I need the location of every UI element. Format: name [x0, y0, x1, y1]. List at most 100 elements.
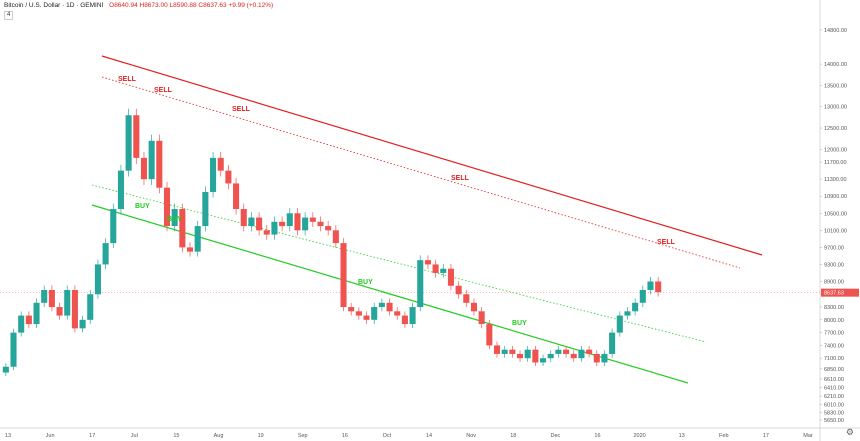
time-tick-label: 18 — [510, 433, 516, 439]
candle-body — [171, 209, 178, 227]
candle-body — [563, 349, 570, 354]
sell-annotation: SELL — [232, 106, 251, 113]
sell-annotation: SELL — [118, 76, 137, 83]
candle-body — [455, 285, 462, 295]
time-tick-label: 19 — [258, 433, 264, 439]
candle-body — [286, 213, 293, 227]
candle-body — [616, 315, 623, 333]
time-tick-label: 15 — [173, 433, 179, 439]
time-tick-label: Aug — [214, 433, 224, 439]
candle-body — [102, 243, 109, 265]
candle-body — [624, 311, 631, 316]
buy-annotation: BUY — [358, 279, 373, 286]
candle-body — [417, 260, 424, 308]
candle-body — [532, 349, 539, 363]
price-tick-label: 12500.00 — [824, 126, 847, 132]
candle-body — [516, 353, 524, 359]
time-tick-label: Oct — [383, 433, 392, 439]
candle-body — [2, 366, 9, 373]
channel-line — [101, 55, 763, 256]
price-tick-label: 7400.00 — [824, 343, 844, 349]
gear-icon[interactable]: ⚙ — [845, 427, 854, 437]
candle-body — [440, 268, 447, 273]
last-price-label: 8637.63 — [824, 291, 844, 297]
candle-body — [225, 170, 232, 184]
indicator-badge[interactable]: 4 — [4, 11, 14, 20]
candle-body — [186, 247, 194, 252]
candle-body — [401, 315, 408, 325]
candle-body — [194, 226, 201, 252]
candle-body — [386, 302, 393, 312]
candle-body — [524, 349, 531, 359]
time-tick-label: Jun — [46, 433, 55, 439]
candle-body — [378, 302, 385, 308]
candle-body — [647, 281, 654, 290]
candle-body — [332, 230, 339, 244]
candle-body — [325, 226, 332, 231]
candle-body — [279, 221, 286, 227]
price-tick-label: 6010.00 — [824, 403, 844, 409]
buy-annotation: BUY — [135, 203, 150, 210]
price-tick-label: 6210.00 — [824, 394, 844, 400]
price-tick-label: 13000.00 — [824, 105, 847, 111]
price-tick-label: 9700.00 — [824, 245, 844, 251]
last-price-box — [821, 288, 859, 297]
candle-body — [294, 213, 301, 231]
candle-body — [256, 217, 263, 231]
time-tick-label: 13 — [679, 433, 685, 439]
candle-body — [117, 170, 124, 210]
time-tick-label: 2020 — [633, 433, 645, 439]
buy-annotation: BUY — [512, 320, 527, 327]
price-tick-label: 6410.00 — [824, 386, 844, 392]
candle-body — [210, 157, 217, 192]
price-tick-label: 8900.00 — [824, 279, 844, 285]
candle-body — [163, 187, 171, 227]
candle-body — [302, 217, 309, 231]
candle-body — [463, 294, 470, 303]
price-tick-label: 5830.00 — [824, 410, 844, 416]
price-tick-label: 5650.00 — [824, 418, 844, 424]
price-tick-label: 6850.00 — [824, 367, 844, 373]
candle-body — [609, 332, 616, 354]
candle-body — [48, 290, 55, 308]
time-axis: 13 Jun 17 Jul 15 Aug 19 Sep 16 Oct 14 Nov 18 Dec 16 202… — [0, 427, 860, 439]
candle-body — [540, 358, 547, 363]
time-tick-label: 16 — [594, 433, 600, 439]
candle-body — [64, 290, 71, 316]
price-tick-label: 6610.00 — [824, 377, 844, 383]
channel-lines — [91, 55, 763, 384]
price-tick-label: 8000.00 — [824, 318, 844, 324]
time-tick-label: Nov — [466, 433, 476, 439]
sell-annotation: SELL — [657, 239, 676, 246]
price-tick-label: 13500.00 — [824, 83, 847, 89]
time-tick-label: 17 — [763, 433, 769, 439]
price-tick-label: 10500.00 — [824, 211, 847, 217]
candle-body — [501, 349, 508, 354]
candle-body — [363, 315, 370, 320]
candle-body — [340, 243, 347, 308]
candle-body — [555, 349, 562, 354]
price-tick-label: 11700.00 — [824, 160, 847, 166]
time-tick-label: Jul — [131, 433, 138, 439]
candles — [2, 108, 662, 377]
price-tick-label: 9300.00 — [824, 262, 844, 268]
candle-body — [394, 311, 401, 316]
time-tick-label: 13 — [5, 433, 11, 439]
candle-body — [179, 209, 186, 248]
candle-body — [317, 221, 324, 227]
channel-line — [91, 184, 707, 343]
candle-body — [586, 349, 593, 354]
candle-body — [263, 230, 270, 235]
candle-body — [578, 349, 585, 359]
candle-body — [10, 332, 17, 367]
candle-body — [424, 260, 431, 265]
price-tick-label: 10900.00 — [824, 194, 847, 200]
candle-body — [632, 302, 639, 312]
candle-body — [447, 268, 454, 286]
price-tick-label: 14800.00 — [824, 28, 847, 34]
candle-body — [493, 345, 501, 354]
candle-body — [156, 140, 163, 188]
